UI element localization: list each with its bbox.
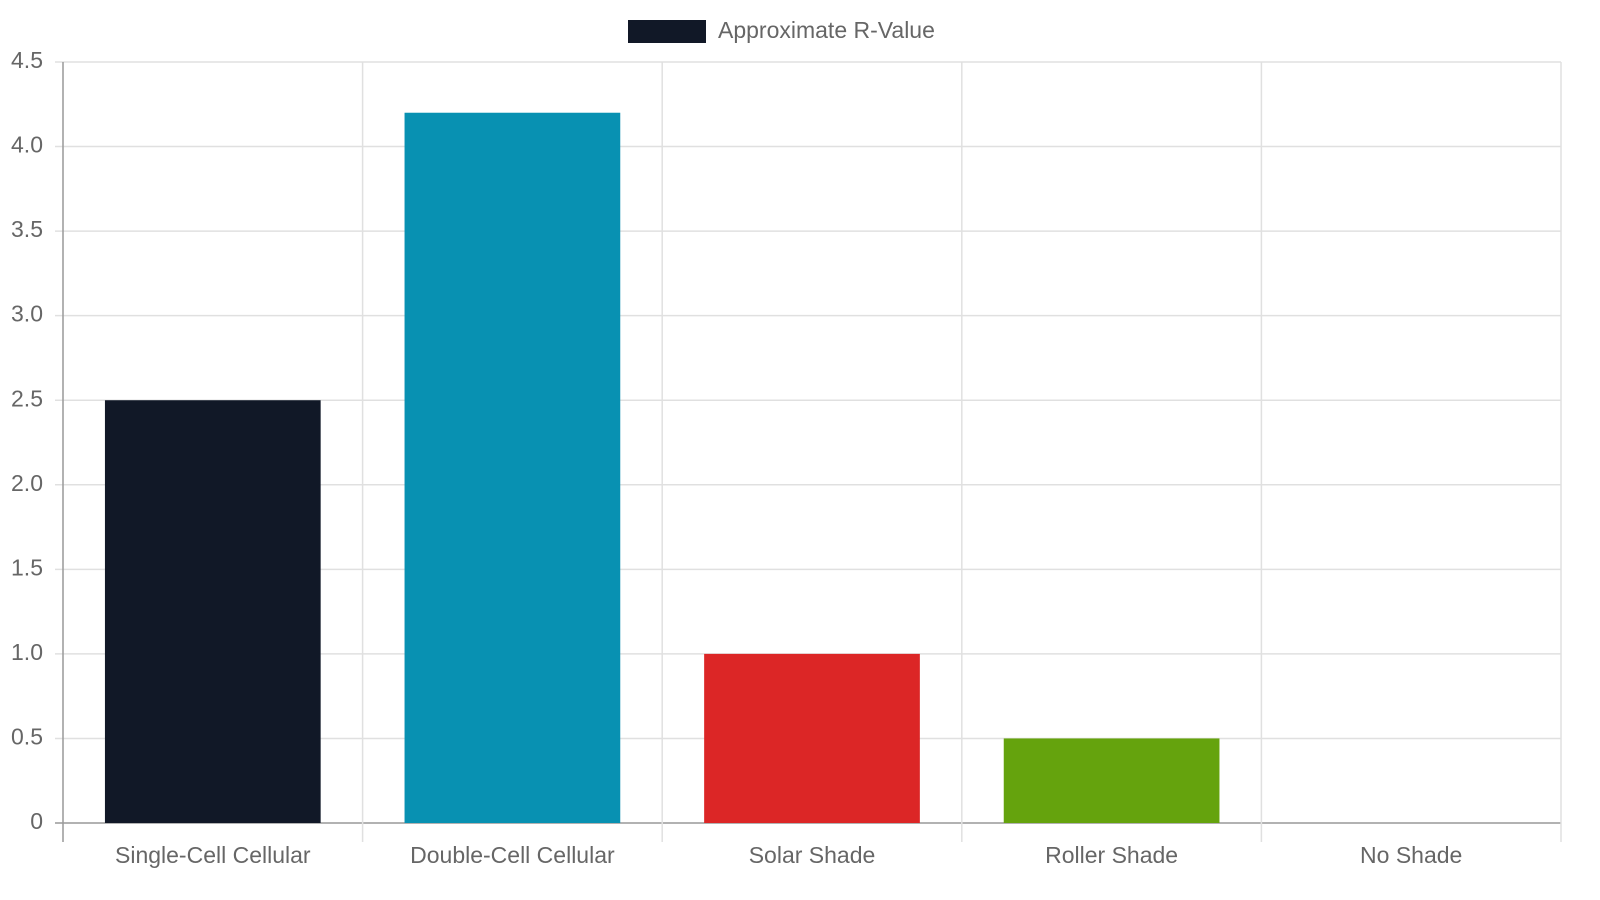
legend-label: Approximate R-Value	[718, 17, 935, 43]
x-tick-label: Double-Cell Cellular	[410, 842, 615, 868]
y-tick-label: 3.0	[11, 301, 43, 327]
y-tick-label: 2.5	[11, 385, 43, 411]
y-tick-label: 0	[30, 808, 43, 834]
y-tick-label: 1.0	[11, 639, 43, 665]
bar	[704, 653, 920, 823]
bar	[104, 400, 321, 823]
legend-swatch	[628, 20, 706, 43]
y-tick-label: 3.5	[11, 216, 43, 242]
x-tick-label: Solar Shade	[749, 842, 876, 868]
x-tick-label: Roller Shade	[1045, 842, 1178, 868]
y-tick-label: 1.5	[11, 554, 43, 580]
y-tick-label: 4.0	[11, 132, 43, 158]
x-tick-label: Single-Cell Cellular	[115, 842, 311, 868]
x-tick-label: No Shade	[1360, 842, 1462, 868]
bar	[404, 112, 621, 823]
y-tick-label: 0.5	[11, 724, 43, 750]
y-tick-label: 4.5	[11, 47, 43, 73]
y-tick-label: 2.0	[11, 470, 43, 496]
bar	[1003, 738, 1220, 823]
